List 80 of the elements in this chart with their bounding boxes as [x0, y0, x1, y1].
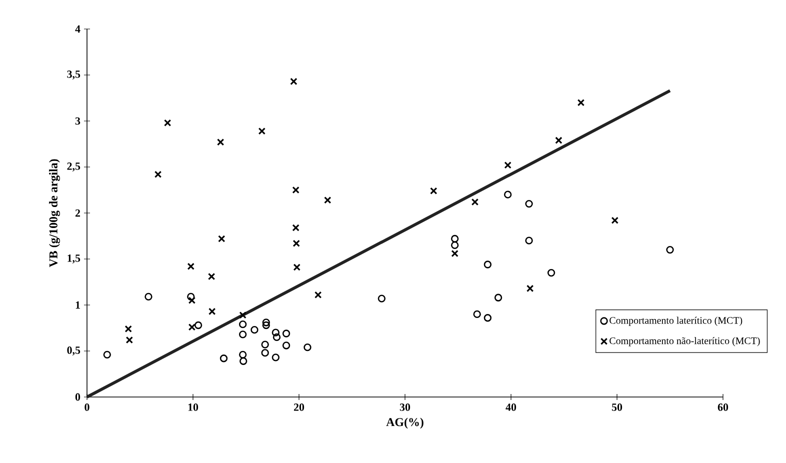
- y-tick-label: 0,5: [67, 346, 80, 356]
- point: [238, 350, 247, 359]
- point: [262, 318, 270, 326]
- point: [220, 354, 228, 362]
- x-axis-title: AG(%): [386, 418, 424, 429]
- point: [504, 162, 512, 169]
- point: [208, 272, 216, 280]
- point: [208, 308, 216, 316]
- point: [238, 330, 247, 338]
- point: [314, 291, 322, 298]
- legend-label: Comportamento não-laterítico (MCT): [610, 337, 760, 346]
- point: [293, 264, 300, 271]
- point: [282, 342, 290, 350]
- y-axis-title: VB (g/100g de argila): [49, 159, 60, 268]
- point: [164, 119, 172, 126]
- point: [188, 323, 196, 331]
- point: [282, 330, 290, 338]
- y-tick-label: 3: [75, 117, 80, 125]
- legend-label: Comportamento laterítico (MCT): [610, 316, 742, 326]
- point: [324, 196, 332, 204]
- point: [304, 343, 312, 352]
- point: [262, 321, 270, 330]
- point: [292, 186, 300, 194]
- point: [258, 127, 266, 135]
- x-tick-label: 30: [400, 404, 410, 411]
- point: [261, 340, 269, 348]
- point: [103, 350, 111, 359]
- point: [555, 136, 562, 144]
- point: [238, 320, 247, 328]
- point: [666, 246, 674, 254]
- point: [525, 236, 533, 244]
- y-tick-label: 1: [76, 301, 80, 309]
- point: [526, 284, 534, 292]
- point: [494, 294, 502, 302]
- point: [292, 240, 300, 247]
- point: [471, 198, 479, 206]
- point: [188, 296, 196, 304]
- x-tick-label: 10: [188, 404, 198, 411]
- point: [378, 294, 386, 302]
- y-tick-label: 2,5: [67, 162, 80, 172]
- point: [261, 349, 269, 357]
- point: [272, 328, 280, 336]
- point: [484, 260, 492, 268]
- y-tick-label: 1,5: [68, 254, 80, 264]
- x-tick-label: 40: [506, 404, 516, 411]
- point: [250, 326, 258, 334]
- x-tick-label: 50: [612, 404, 622, 411]
- point: [484, 314, 492, 322]
- y-tick-label: 4: [75, 25, 80, 33]
- point: [124, 325, 132, 333]
- x-tick-label: 20: [294, 404, 304, 411]
- point: [126, 336, 134, 344]
- point: [240, 357, 248, 365]
- point: [187, 292, 195, 301]
- point: [611, 216, 618, 224]
- point: [187, 262, 194, 270]
- point: [292, 224, 300, 232]
- point: [450, 234, 459, 243]
- point: [154, 170, 162, 178]
- point: [577, 98, 585, 106]
- point: [216, 138, 224, 146]
- point: [451, 250, 458, 258]
- point: [272, 333, 281, 342]
- point: [218, 235, 226, 242]
- point: [525, 200, 533, 208]
- point: [290, 78, 298, 86]
- y-tick-label: 2: [75, 209, 80, 217]
- point: [473, 310, 481, 318]
- point: [144, 292, 152, 301]
- point: [547, 268, 556, 277]
- point: [272, 354, 280, 362]
- point: [504, 190, 512, 198]
- x-tick-label: 60: [718, 404, 728, 411]
- x-tick-label: 0: [84, 404, 90, 411]
- point: [239, 312, 246, 319]
- y-tick-label: 0: [75, 393, 80, 401]
- point: [430, 187, 438, 195]
- point: [194, 321, 202, 330]
- point: [450, 241, 459, 250]
- y-tick-label: 3,5: [67, 70, 80, 80]
